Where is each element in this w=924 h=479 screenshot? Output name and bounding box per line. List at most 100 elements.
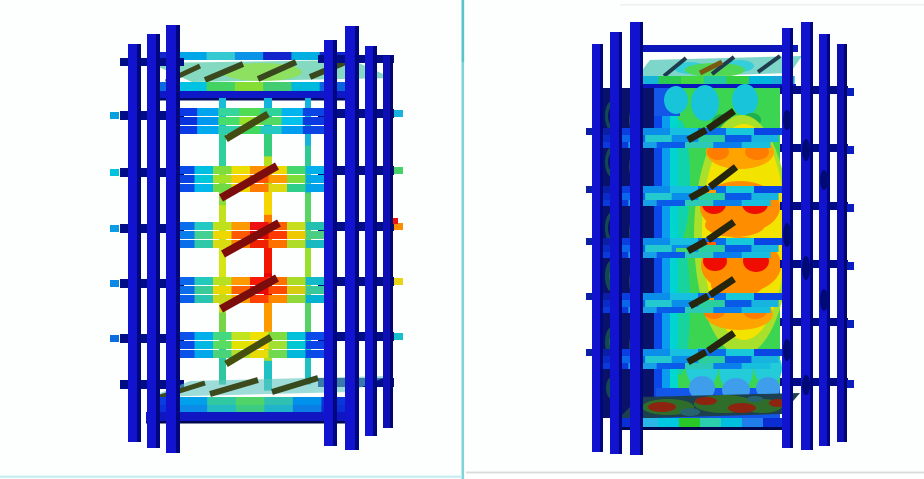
deck-brace	[209, 377, 259, 397]
floor-teal-oval	[747, 396, 763, 402]
floor-hot-blob	[728, 403, 756, 413]
beam-end-nub	[394, 278, 403, 285]
side-beam	[780, 318, 848, 326]
side-beam	[780, 144, 848, 152]
diagonal-rod	[708, 276, 736, 298]
shelf-strip	[176, 277, 325, 285]
beam-end-nub	[394, 110, 403, 117]
deck-rod	[698, 59, 724, 76]
top-front-beam-shadow	[148, 98, 352, 101]
column-edge	[156, 34, 160, 448]
column-edge	[137, 44, 141, 442]
beam-end-nub	[394, 167, 403, 174]
beam-end-nub	[110, 169, 119, 176]
diagonal-rod	[686, 237, 708, 255]
column	[630, 22, 643, 455]
column-contour	[802, 375, 810, 395]
bottom-front-beam	[146, 412, 354, 421]
shelf-strip	[600, 252, 771, 258]
side-beam	[780, 86, 848, 94]
side-beam	[780, 260, 848, 268]
beam-end-nub	[110, 112, 119, 119]
beam-end-nub	[390, 218, 398, 224]
bottom-band	[150, 397, 351, 405]
panel-divider-top	[461, 0, 465, 62]
column	[345, 26, 358, 450]
deck-brace	[256, 59, 298, 82]
shelf-strip	[600, 142, 771, 148]
shelf-strip	[600, 363, 771, 369]
bottom-front-beam-shadow	[616, 427, 784, 430]
shelf-strip	[176, 332, 325, 340]
column	[166, 25, 179, 453]
column	[837, 44, 847, 442]
column-contour	[820, 289, 828, 311]
right-top-border	[620, 4, 924, 6]
beam-end-nub	[110, 280, 119, 287]
column	[819, 34, 830, 446]
bottom-front-beam	[616, 418, 785, 428]
field-top-cyan-dip	[691, 85, 719, 121]
diagonal-rod	[224, 333, 273, 368]
top-rear-beam	[630, 45, 798, 52]
side-beam	[780, 202, 848, 210]
beam-end-nub	[110, 225, 119, 232]
field-scallop-blue	[689, 376, 715, 400]
column-contour	[802, 256, 810, 280]
panel-divider	[461, 0, 465, 479]
diagonal-rod	[706, 219, 736, 243]
column-edge	[790, 28, 793, 448]
diagonal-rod	[224, 110, 270, 143]
diagonal-rod-hot	[219, 162, 279, 202]
side-tab	[847, 380, 854, 388]
side-tab	[847, 204, 854, 212]
column-contour	[802, 139, 810, 161]
side-tab	[847, 320, 854, 328]
shelf-green-bit	[676, 248, 688, 253]
shelf-strip	[600, 307, 771, 313]
bottom-band	[150, 405, 351, 412]
column-edge	[176, 25, 180, 453]
top-front-beam	[148, 91, 352, 98]
diagonal-rod	[707, 164, 739, 190]
shelf-strip	[176, 126, 325, 134]
diagonal-rod	[706, 108, 736, 132]
diagonal-rod	[688, 184, 710, 202]
column-contour	[783, 110, 791, 130]
column-edge	[600, 44, 603, 452]
column-edge	[640, 22, 643, 455]
beam-end-nub	[394, 223, 403, 230]
column-edge	[390, 56, 393, 428]
column-edge	[373, 46, 377, 436]
field-top-cyan-dip	[732, 84, 758, 116]
column-edge	[810, 22, 813, 450]
field-wave-cyan	[670, 120, 690, 240]
deck-brace	[271, 375, 319, 395]
bottom-front-beam-shadow	[146, 421, 354, 424]
field-top-cyan-dip	[664, 86, 688, 114]
diagonal-rod	[706, 330, 736, 354]
beam-end-nub	[110, 335, 119, 342]
right-cutplane-contour-view	[586, 22, 854, 455]
beam-end-nub	[394, 333, 403, 340]
diagonal-rod-hot	[219, 274, 279, 313]
column-edge	[844, 44, 847, 442]
right-bottom-border	[466, 471, 924, 474]
hotspot-orange-tail	[711, 273, 763, 297]
side-beam	[780, 378, 848, 386]
column-contour	[820, 170, 828, 190]
floor-hot-blob	[695, 397, 717, 405]
column-contour	[783, 339, 791, 361]
floor-hot-blob	[648, 402, 676, 412]
column	[383, 56, 393, 428]
deck-runner	[756, 54, 782, 74]
deck-brace	[203, 61, 245, 83]
column	[592, 44, 603, 452]
floor-teal-oval	[680, 408, 700, 416]
column-contour	[783, 223, 791, 247]
diagonal-rod	[686, 126, 708, 144]
top-deck-front-band	[636, 76, 795, 84]
